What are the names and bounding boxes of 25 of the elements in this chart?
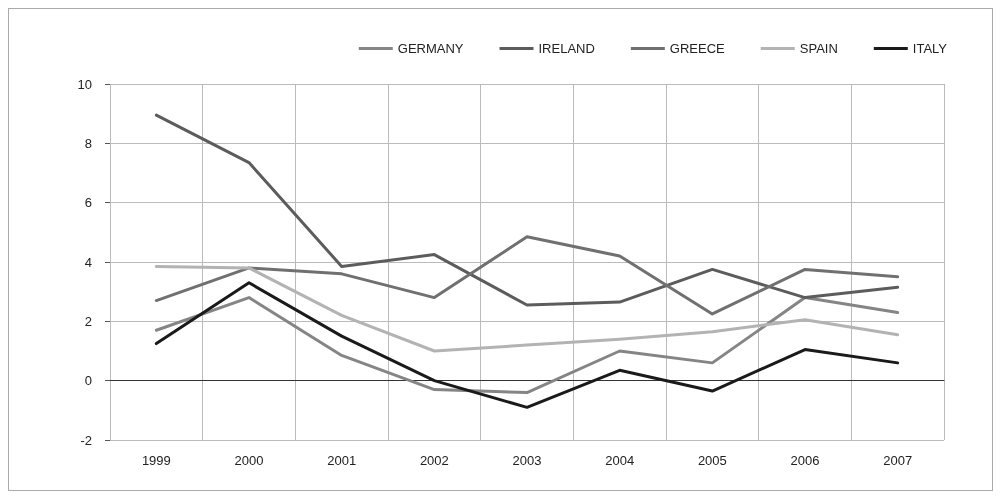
legend-label: GREECE bbox=[669, 41, 726, 56]
y-tick-label: 6 bbox=[84, 195, 92, 211]
x-tick-label: 2000 bbox=[234, 453, 264, 468]
legend-label: GERMANY bbox=[397, 41, 464, 56]
line-series bbox=[154, 113, 900, 307]
x-tick-label: 2003 bbox=[512, 453, 542, 468]
x-tick-label: 2002 bbox=[419, 453, 449, 468]
x-tick-label: 2007 bbox=[883, 453, 913, 468]
y-tick-label: -2 bbox=[80, 432, 92, 448]
y-tick-label: 0 bbox=[84, 373, 92, 389]
y-tick-label: 2 bbox=[84, 313, 92, 329]
x-tick-label: 2005 bbox=[697, 453, 727, 468]
line-series bbox=[154, 296, 900, 395]
line-series bbox=[154, 281, 900, 409]
legend-label: ITALY bbox=[912, 41, 948, 56]
y-tick-label: 10 bbox=[77, 76, 92, 92]
y-tick-label: 8 bbox=[84, 135, 92, 151]
legend-label: IRELAND bbox=[538, 41, 595, 56]
x-tick-label: 2006 bbox=[790, 453, 820, 468]
legend-label: SPAIN bbox=[799, 41, 838, 56]
x-tick-label: 2001 bbox=[327, 453, 357, 468]
y-tick-label: 4 bbox=[84, 254, 92, 270]
x-tick-label: 2004 bbox=[605, 453, 635, 468]
x-tick-label: 1999 bbox=[141, 453, 171, 468]
line-series bbox=[154, 235, 900, 316]
